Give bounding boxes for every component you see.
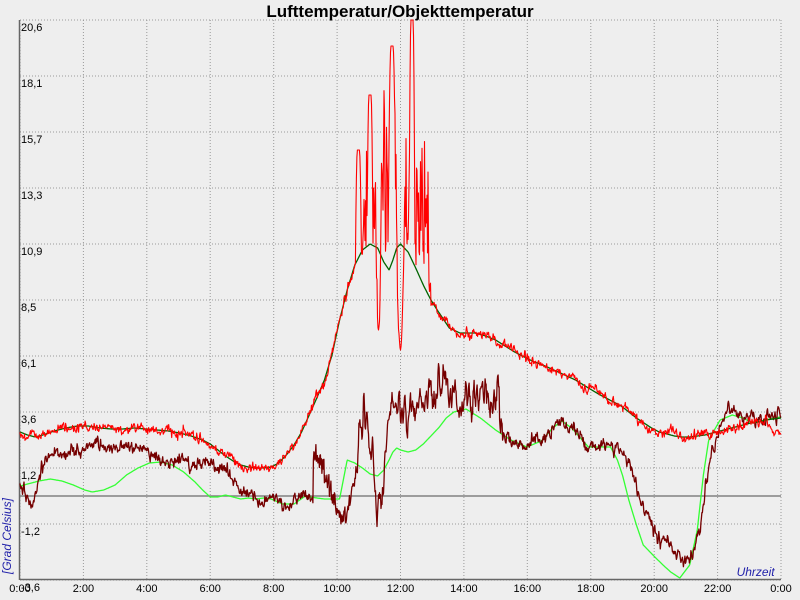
svg-text:0:00: 0:00 [9, 583, 30, 595]
svg-text:22:00: 22:00 [704, 583, 732, 595]
svg-text:1,2: 1,2 [21, 470, 36, 482]
svg-text:2:00: 2:00 [73, 583, 94, 595]
svg-text:10,9: 10,9 [21, 246, 42, 258]
svg-text:18,1: 18,1 [21, 78, 42, 90]
svg-text:14:00: 14:00 [450, 583, 478, 595]
svg-text:15,7: 15,7 [21, 134, 42, 146]
svg-text:16:00: 16:00 [514, 583, 542, 595]
svg-text:20:00: 20:00 [640, 583, 668, 595]
svg-text:18:00: 18:00 [577, 583, 605, 595]
svg-text:3,6: 3,6 [21, 414, 36, 426]
svg-text:-1,2: -1,2 [21, 526, 40, 538]
svg-text:6,1: 6,1 [21, 358, 36, 370]
svg-text:Uhrzeit: Uhrzeit [737, 565, 776, 579]
svg-text:6:00: 6:00 [199, 583, 220, 595]
svg-text:12:00: 12:00 [387, 583, 415, 595]
svg-text:20,6: 20,6 [21, 22, 42, 34]
svg-text:13,3: 13,3 [21, 190, 42, 202]
svg-text:8,5: 8,5 [21, 302, 36, 314]
svg-text:[Grad Celsius]: [Grad Celsius] [0, 497, 14, 575]
svg-text:10:00: 10:00 [323, 583, 351, 595]
svg-text:0:00: 0:00 [770, 583, 791, 595]
svg-text:8:00: 8:00 [263, 583, 284, 595]
svg-text:4:00: 4:00 [136, 583, 157, 595]
